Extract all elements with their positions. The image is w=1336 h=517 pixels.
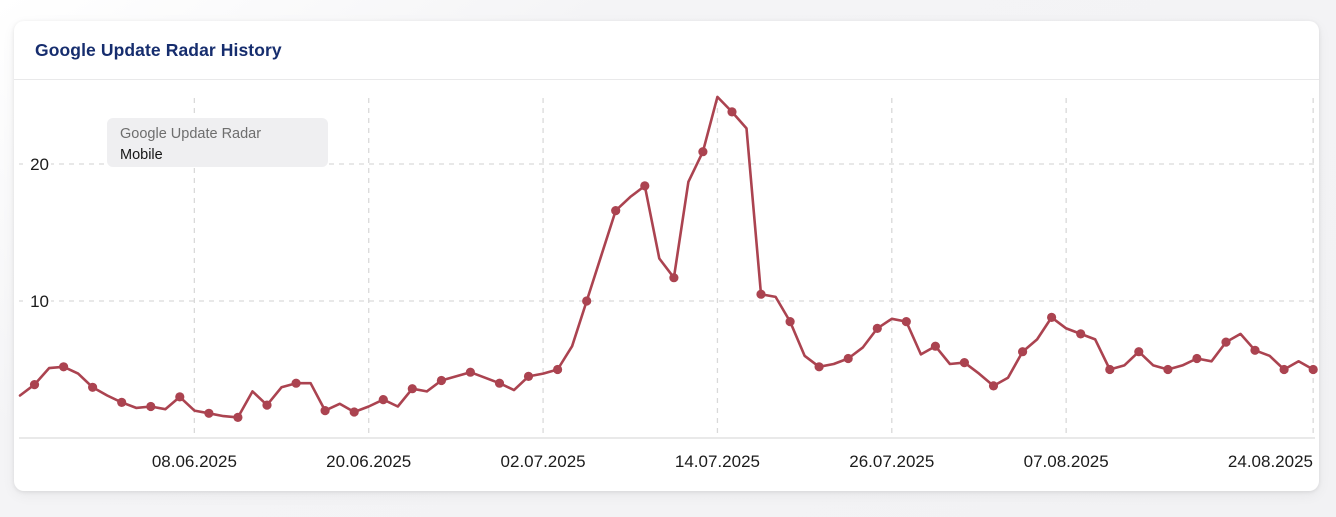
radar-history-svg: 10 20 08.06.2025 20.06.2025 02.07.2025 14.07.… (18, 95, 1318, 471)
data-point-marker[interactable] (901, 317, 911, 327)
y-axis-label: 10 (30, 292, 49, 311)
data-point-marker[interactable] (959, 358, 970, 368)
y-axis-label: 20 (30, 155, 49, 174)
data-point-marker[interactable] (930, 341, 941, 351)
data-point-marker[interactable] (669, 273, 679, 283)
data-point-marker[interactable] (494, 378, 505, 388)
data-point-marker[interactable] (1047, 312, 1057, 322)
page-title: Google Update Radar History (35, 39, 282, 60)
x-axis-label: 02.07.2025 (501, 452, 586, 471)
data-point-marker[interactable] (320, 406, 330, 416)
data-point-marker[interactable] (988, 381, 999, 391)
data-point-marker[interactable] (262, 400, 272, 410)
data-point-marker[interactable] (1163, 364, 1173, 375)
data-point-marker[interactable] (291, 378, 301, 388)
data-point-marker[interactable] (611, 206, 621, 216)
x-axis-label: 20.06.2025 (326, 452, 411, 471)
data-point-marker[interactable] (785, 317, 795, 327)
data-point-marker[interactable] (1076, 329, 1086, 339)
data-point-marker[interactable] (727, 107, 737, 117)
data-point-marker[interactable] (640, 181, 650, 191)
data-point-marker[interactable] (843, 353, 853, 364)
data-point-marker[interactable] (582, 296, 592, 306)
data-point-marker[interactable] (1221, 337, 1231, 347)
plot-area[interactable]: 10 20 08.06.2025 20.06.2025 02.07.2025 14.07.… (14, 80, 1319, 491)
data-point-marker[interactable] (756, 289, 766, 299)
data-point-marker[interactable] (698, 147, 708, 157)
tooltip-device-label: Mobile (120, 147, 163, 163)
data-point-marker[interactable] (1308, 364, 1318, 375)
data-point-marker[interactable] (1279, 364, 1289, 375)
x-axis-label: 26.07.2025 (849, 452, 934, 471)
chart-card: Google Update Radar History 10 20 08.06.20… (14, 21, 1319, 491)
data-point-marker[interactable] (1105, 364, 1115, 375)
data-point-marker[interactable] (175, 392, 185, 402)
data-point-marker[interactable] (436, 375, 446, 386)
data-point-marker[interactable] (1018, 347, 1028, 357)
data-point-marker[interactable] (1192, 353, 1202, 364)
data-point-marker[interactable] (88, 382, 98, 392)
x-axis-label: 14.07.2025 (675, 452, 760, 471)
data-point-marker[interactable] (465, 367, 475, 377)
data-point-marker[interactable] (146, 401, 156, 412)
data-point-marker[interactable] (349, 407, 359, 417)
chart-tooltip: Google Update Radar Mobile (107, 118, 328, 167)
y-axis-label-bg (23, 290, 51, 312)
y-axis-label-bg (23, 153, 51, 175)
data-point-marker[interactable] (1250, 345, 1260, 355)
data-point-marker[interactable] (233, 412, 243, 422)
data-point-marker[interactable] (1134, 347, 1144, 357)
data-point-marker[interactable] (59, 362, 69, 372)
data-point-marker[interactable] (29, 380, 40, 390)
data-point-marker[interactable] (117, 397, 127, 407)
card-header: Google Update Radar History (14, 21, 1319, 80)
x-axis-label: 08.06.2025 (152, 452, 237, 471)
data-point-marker[interactable] (407, 384, 417, 394)
data-point-marker[interactable] (378, 395, 388, 405)
tooltip-series-label: Google Update Radar (120, 126, 262, 142)
data-point-marker[interactable] (814, 362, 824, 372)
data-point-marker[interactable] (553, 364, 563, 375)
data-point-marker[interactable] (872, 323, 882, 333)
data-point-marker[interactable] (204, 408, 214, 418)
x-axis-label: 07.08.2025 (1024, 452, 1109, 471)
data-point-marker[interactable] (523, 371, 534, 381)
x-axis-label: 24.08.2025 (1228, 452, 1313, 471)
